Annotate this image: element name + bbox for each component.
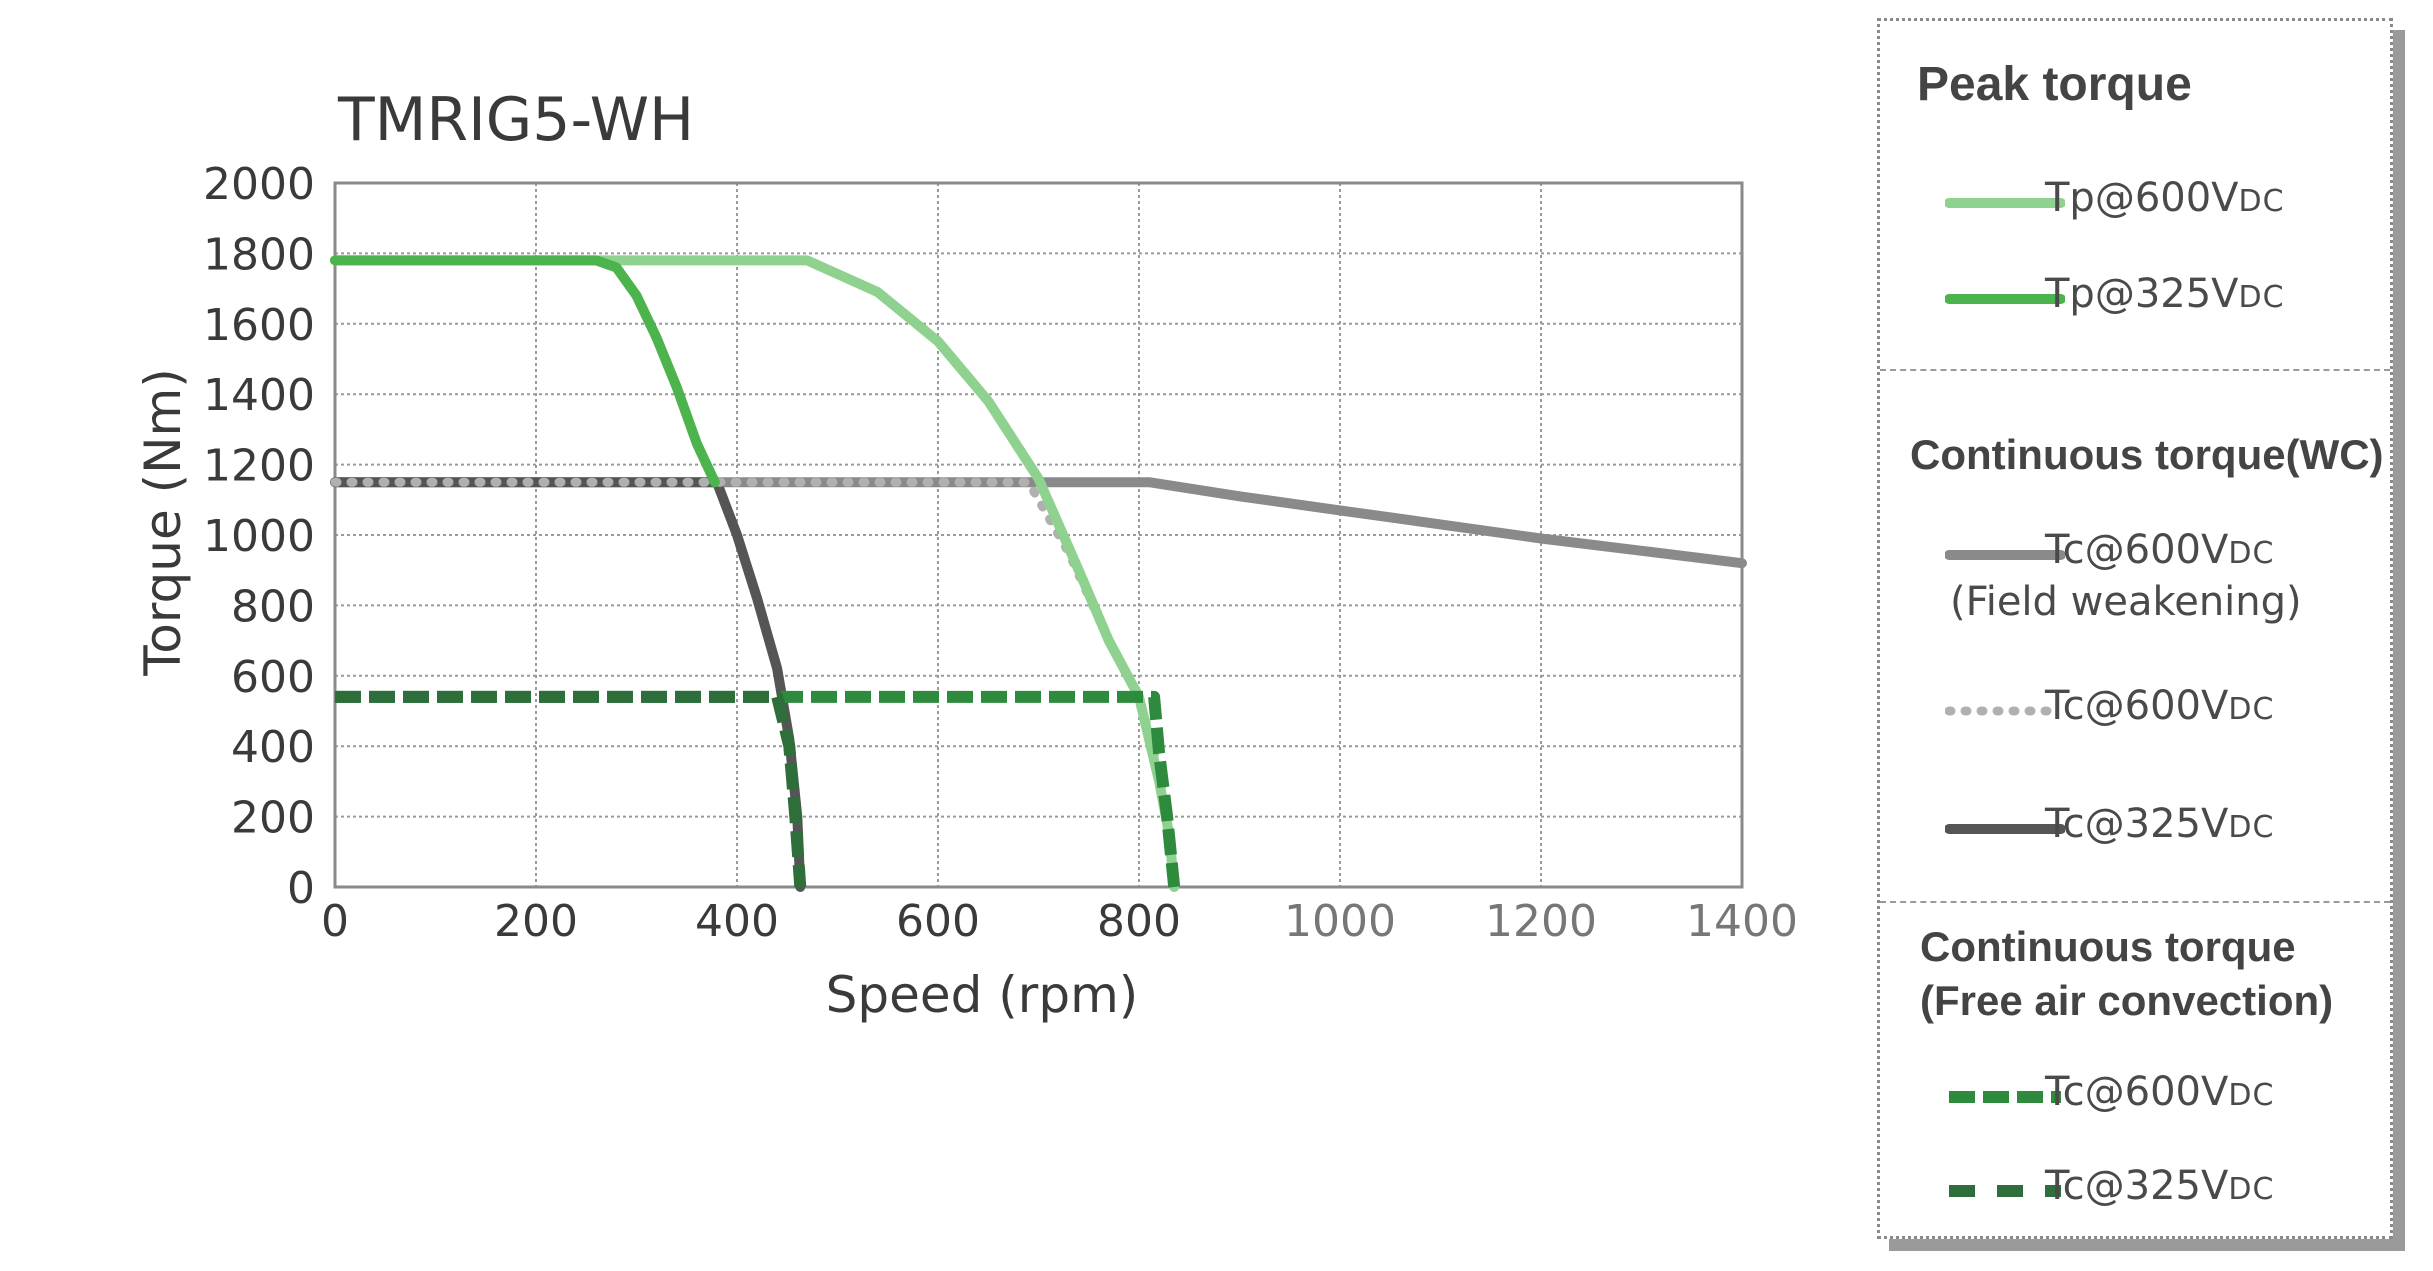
legend-item-tc-600v-field-weakening: Tc@600VDC (Field weakening) [1880, 525, 2390, 635]
y-tick-label-6: 1200 [203, 441, 315, 492]
legend-label-tc-600v-fw: Tc@600VDC [2045, 525, 2274, 575]
legend-swatch-tp-325v [1945, 294, 2065, 304]
legend-label-tc-325v-wc: Tc@325VDC [2045, 799, 2274, 849]
legend-text-tp-600v: Tp@600V [2045, 175, 2239, 221]
series-line-2 [330, 477, 1747, 569]
legend-label-tc-600v-fa: Tc@600VDC [2045, 1067, 2274, 1117]
y-tick-label-5: 1000 [203, 511, 315, 562]
y-tick-label-7: 1400 [203, 370, 315, 421]
legend-text-tc-325v-wc: Tc@325V [2045, 801, 2229, 847]
legend-heading-free-air-convection: (Free air convection) [1920, 977, 2334, 1024]
legend-item-tp-600v: Tp@600VDC [1880, 173, 2390, 233]
legend-swatch-tc-600v-field-weakening [1945, 550, 2065, 560]
legend-unit-tp-325v: DC [2238, 280, 2285, 315]
x-tick-label-1: 200 [494, 896, 578, 947]
legend-label-tc-325v-fa: Tc@325VDC [2045, 1161, 2274, 1211]
legend-text-tc-600v-wc: Tc@600V [2045, 683, 2229, 729]
legend-unit-tp-600v: DC [2238, 184, 2285, 219]
series-line-1 [330, 255, 720, 488]
legend-item-tc-325v-free-air: Tc@325VDC [1880, 1161, 2390, 1221]
y-tick-label-10: 2000 [203, 159, 315, 210]
series-line-0 [330, 255, 1180, 892]
x-tick-label-2: 400 [695, 896, 779, 947]
y-tick-label-9: 1800 [203, 229, 315, 280]
legend-label-tc-600v-wc: Tc@600VDC [2045, 681, 2274, 731]
x-tick-label-5: 1000 [1284, 896, 1396, 947]
legend-heading-continuous-free-air: Continuous torque [1920, 923, 2296, 970]
y-axis-ticks: 0 200 400 600 800 1000 1200 1400 1600 1800 2000 [203, 159, 315, 914]
x-tick-label-7: 1400 [1686, 896, 1798, 947]
x-tick-label-3: 600 [896, 896, 980, 947]
chart-grid [333, 181, 1744, 889]
y-tick-label-8: 1600 [203, 300, 315, 351]
x-axis-label: Speed (rpm) [826, 966, 1139, 1024]
series-line-3 [330, 477, 1179, 892]
legend-label-tp-325v: Tp@325VDC [2045, 269, 2285, 319]
x-tick-label-6: 1200 [1485, 896, 1597, 947]
legend-heading-peak-torque: Peak torque [1917, 58, 2192, 111]
plot-area-frame [333, 181, 1744, 889]
legend-text-tp-325v: Tp@325V [2045, 271, 2239, 317]
legend-unit-tc-600v-wc: DC [2228, 692, 2275, 727]
legend-text-tc-325v-fa: Tc@325V [2045, 1163, 2229, 1209]
chart-series [330, 255, 1747, 892]
chart-title: TMRIG5-WH [337, 85, 694, 155]
series-line-5 [335, 690, 1181, 888]
y-tick-label-3: 600 [231, 652, 315, 703]
legend-unit-tc-325v-wc: DC [2228, 810, 2275, 845]
x-tick-label-0: 0 [321, 896, 349, 947]
legend-unit-tc-325v-fa: DC [2228, 1172, 2275, 1207]
legend-divider-1 [1880, 369, 2390, 371]
x-tick-label-4: 800 [1097, 896, 1181, 947]
legend-swatch-tc-325v-free-air [1949, 1185, 2061, 1197]
y-axis-label: Torque (Nm) [134, 368, 192, 677]
legend-item-tc-325v-wc: Tc@325VDC [1880, 799, 2390, 859]
legend-text-tc-600v-fa: Tc@600V [2045, 1069, 2229, 1115]
legend-unit-tc-600v-fw: DC [2228, 536, 2275, 571]
y-tick-label-2: 400 [231, 722, 315, 773]
legend-swatch-tc-600v-free-air [1949, 1091, 2061, 1103]
legend-item-tc-600v-free-air: Tc@600VDC [1880, 1067, 2390, 1127]
chart-legend: Peak torque Tp@600VDC Tp@325VDC Continuo… [1877, 18, 2393, 1239]
legend-label-tp-600v: Tp@600VDC [2045, 173, 2285, 223]
legend-item-tp-325v: Tp@325VDC [1880, 269, 2390, 329]
y-tick-label-4: 800 [231, 581, 315, 632]
legend-item-tc-600v-wc: Tc@600VDC [1880, 681, 2390, 741]
legend-heading-continuous-wc: Continuous torque(WC) [1910, 431, 2384, 478]
legend-label-field-weakening: (Field weakening) [1950, 579, 2302, 625]
y-tick-label-1: 200 [231, 793, 315, 844]
x-axis-ticks: 0 200 400 600 800 1000 1200 1400 [321, 896, 1798, 947]
series-line-6 [335, 690, 807, 888]
legend-text-tc-600v-fw: Tc@600V [2045, 527, 2229, 573]
series-line-4 [330, 477, 806, 892]
legend-unit-tc-600v-fa: DC [2228, 1078, 2275, 1113]
y-tick-label-0: 0 [287, 863, 315, 914]
legend-divider-2 [1880, 901, 2390, 903]
torque-speed-chart: TMRIG5-WH 0 200 400 600 800 1000 1200 1400 1600 1… [134, 85, 1798, 1024]
legend-swatch-tp-600v [1945, 198, 2065, 208]
legend-swatch-tc-325v-wc [1945, 824, 2065, 834]
legend-swatch-tc-600v-wc [1945, 706, 2065, 716]
